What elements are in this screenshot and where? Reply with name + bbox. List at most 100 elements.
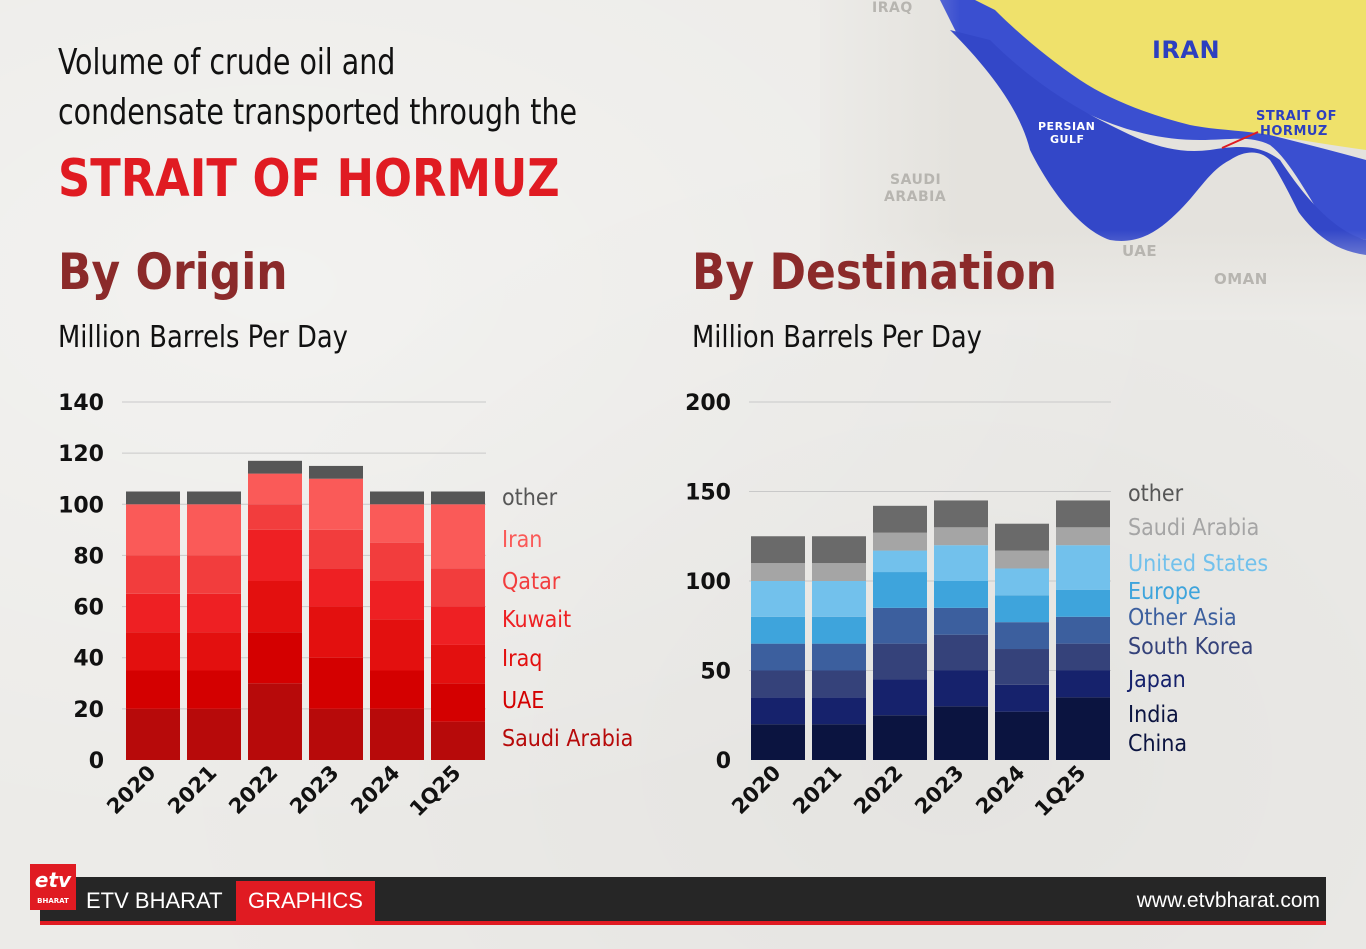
bar-iran-1q25 <box>431 504 485 569</box>
bar-china-2024 <box>995 711 1049 760</box>
x-tick-label-2021: 2021 <box>163 761 221 819</box>
bar-united-states-2023 <box>934 527 988 546</box>
legend-china: China <box>1128 731 1187 757</box>
bar-other-asia-2024 <box>995 595 1049 623</box>
bar-saudi-arabia-2024 <box>995 523 1049 551</box>
bar-iraq-2021 <box>187 632 241 671</box>
logo-text: etv <box>34 868 72 892</box>
bar-china-1q25 <box>1056 697 1110 760</box>
bar-iraq-2023 <box>309 606 363 658</box>
bar-saudi-arabia-2022 <box>873 505 927 533</box>
bar-south-korea-2022 <box>873 607 927 644</box>
map-label-persian-gulf-2: GULF <box>1050 133 1085 146</box>
x-tick-label-2021: 2021 <box>788 761 846 819</box>
bar-uae-2023 <box>309 657 363 709</box>
bar-south-korea-2020 <box>751 643 805 671</box>
bar-qatar-2024 <box>370 542 424 581</box>
bar-saudi-arabia-1q25 <box>431 721 485 760</box>
y-tick-label: 80 <box>73 544 104 569</box>
x-tick-label-2022: 2022 <box>849 761 907 819</box>
x-tick-label-2022: 2022 <box>224 761 282 819</box>
title-line-2: condensate transported through the <box>58 92 578 133</box>
y-tick-label: 150 <box>685 481 731 506</box>
y-tick-label: 140 <box>58 391 104 416</box>
bar-uae-2024 <box>370 670 424 709</box>
map-label-persian-gulf-1: PERSIAN <box>1038 120 1096 133</box>
legend-uae: UAE <box>502 688 544 714</box>
map-label-saudi-2: ARABIA <box>884 189 947 205</box>
bar-qatar-2021 <box>187 555 241 594</box>
x-tick-label-2024: 2024 <box>346 761 404 819</box>
origin-chart: 0 20 40 60 80 100 120 140 2020 2021 2022 2023 2024 1Q… <box>58 391 633 821</box>
bar-other-2022 <box>248 460 302 474</box>
title-line-1: Volume of crude oil and <box>58 42 396 83</box>
etv-logo: etv BHARAT <box>30 864 76 910</box>
bar-india-2024 <box>995 684 1049 712</box>
bar-other-2021 <box>187 491 241 505</box>
destination-chart: 0 50 100 150 200 2020 2021 2022 2023 2024 1Q25 othe… <box>685 391 1268 822</box>
bar-uae-2021 <box>187 670 241 709</box>
bar-other-asia-2020 <box>751 616 805 644</box>
x-tick-label-2023: 2023 <box>910 761 968 819</box>
bar-saudi-arabia-2021 <box>187 708 241 760</box>
bar-kuwait-2024 <box>370 581 424 620</box>
bar-united-states-2022 <box>873 532 927 551</box>
legend-united-states: United States <box>1128 551 1268 577</box>
x-tick-label-2020: 2020 <box>102 761 160 819</box>
website-link[interactable]: www.etvbharat.com <box>1136 889 1320 912</box>
bar-europe-2021 <box>812 581 866 617</box>
bar-saudi-arabia-2020 <box>751 536 805 564</box>
y-tick-label: 60 <box>73 596 104 621</box>
bar-europe-2023 <box>934 545 988 581</box>
bar-china-2023 <box>934 706 988 760</box>
bar-saudi-arabia-2024 <box>370 708 424 760</box>
bar-kuwait-2020 <box>126 593 180 633</box>
bar-saudi-arabia-1q25 <box>1056 500 1110 528</box>
map-label-iran: IRAN <box>1152 36 1221 64</box>
legend-europe: Europe <box>1128 579 1201 605</box>
legend-kuwait: Kuwait <box>502 607 572 633</box>
bar-iran-2022 <box>248 473 302 505</box>
bar-united-states-2020 <box>751 563 805 581</box>
y-tick-label: 200 <box>685 391 731 416</box>
bar-india-2020 <box>751 697 805 725</box>
bar-saudi-arabia-2020 <box>126 708 180 760</box>
bar-other-2024 <box>370 491 424 505</box>
y-tick-label: 20 <box>73 698 104 723</box>
bar-kuwait-2021 <box>187 593 241 633</box>
bar-india-1q25 <box>1056 670 1110 698</box>
map-fade-bottom <box>820 230 1366 320</box>
iran-land <box>975 0 1366 150</box>
bar-japan-2023 <box>934 634 988 671</box>
footer-accent-line <box>40 921 1326 925</box>
bar-saudi-arabia-2022 <box>248 683 302 760</box>
y-tick-label: 50 <box>700 660 731 685</box>
y-tick-label: 100 <box>58 493 104 518</box>
bar-iran-2023 <box>309 478 363 530</box>
x-tick-label-2024: 2024 <box>971 761 1029 819</box>
bar-other-asia-2021 <box>812 616 866 644</box>
bar-uae-2020 <box>126 670 180 709</box>
bar-china-2020 <box>751 724 805 760</box>
bar-kuwait-1q25 <box>431 606 485 645</box>
legend-iran: Iran <box>502 527 542 553</box>
bar-south-korea-2024 <box>995 622 1049 650</box>
x-tick-label-1q25: 1Q25 <box>1030 761 1091 822</box>
bar-japan-2021 <box>812 670 866 698</box>
legend-south-korea: South Korea <box>1128 634 1253 660</box>
legend-iraq: Iraq <box>502 646 542 672</box>
bar-china-2022 <box>873 715 927 760</box>
x-tick-label-2023: 2023 <box>285 761 343 819</box>
bar-iran-2020 <box>126 504 180 556</box>
bar-other-asia-2022 <box>873 572 927 608</box>
bar-iraq-2024 <box>370 619 424 671</box>
bar-iran-2021 <box>187 504 241 556</box>
map-label-iraq: IRAQ <box>872 0 913 16</box>
legend-qatar: Qatar <box>502 569 560 595</box>
bar-saudi-arabia-2023 <box>934 500 988 528</box>
bar-other-2020 <box>126 491 180 505</box>
legend-japan: Japan <box>1126 667 1186 693</box>
bar-other-2023 <box>309 465 363 479</box>
map-label-strait-1: STRAIT OF <box>1256 109 1337 124</box>
bar-china-2021 <box>812 724 866 760</box>
